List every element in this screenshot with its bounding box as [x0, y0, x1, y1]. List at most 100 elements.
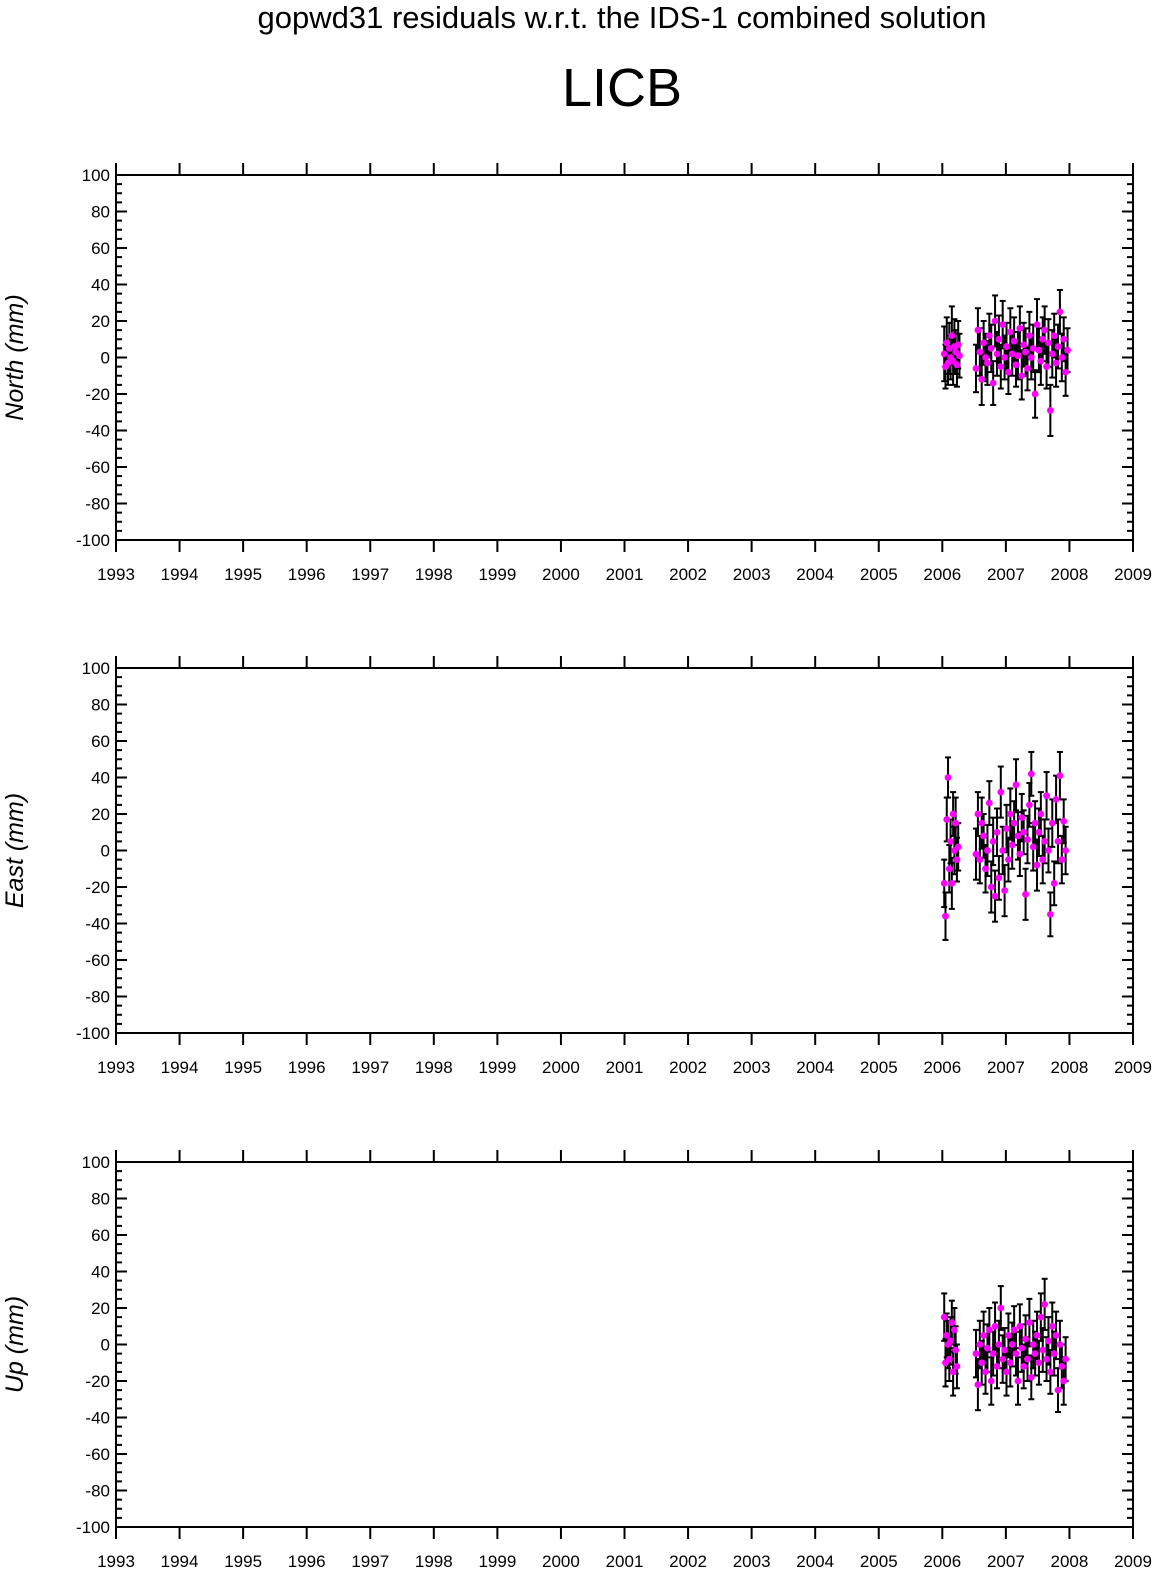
x-tick-label: 1993 — [97, 565, 135, 584]
data-point — [1045, 339, 1052, 347]
data-point — [999, 321, 1007, 329]
data-point — [982, 354, 989, 361]
x-tick-label: 1997 — [351, 1552, 389, 1571]
x-tick-label: 2007 — [987, 1552, 1025, 1571]
data-point — [1043, 363, 1050, 371]
data-point — [997, 1304, 1005, 1312]
x-tick-label: 1996 — [288, 1058, 326, 1077]
data-point — [1046, 1368, 1054, 1376]
data-point — [949, 1368, 957, 1376]
data-point — [1062, 847, 1070, 854]
x-tick-label: 2009 — [1114, 565, 1152, 584]
data-point — [1024, 836, 1031, 843]
data-point — [1041, 837, 1049, 845]
data-point — [947, 1337, 954, 1345]
x-tick-label: 1999 — [478, 565, 516, 584]
y-tick-label: 40 — [91, 276, 110, 295]
data-point — [1006, 328, 1014, 336]
data-point — [1029, 1341, 1037, 1348]
y-tick-label: -100 — [76, 531, 110, 550]
data-point — [989, 379, 997, 387]
y-tick-label: -100 — [76, 1024, 110, 1043]
data-point — [984, 847, 991, 854]
x-tick-label: 1998 — [415, 1552, 453, 1571]
data-point — [987, 344, 995, 352]
data-point — [1041, 326, 1049, 334]
data-point — [1025, 332, 1033, 339]
data-point — [1052, 796, 1060, 803]
data-point — [1012, 1350, 1020, 1358]
data-point — [991, 892, 999, 900]
data-point — [993, 350, 1001, 358]
y-tick-label: -80 — [85, 988, 110, 1007]
data-point — [984, 359, 991, 367]
data-point — [1058, 856, 1066, 864]
data-point — [1001, 1346, 1009, 1354]
data-point — [1062, 1355, 1070, 1363]
x-tick-label: 2002 — [669, 1058, 707, 1077]
data-point — [1018, 814, 1026, 822]
data-point — [1027, 1373, 1035, 1381]
data-point — [976, 856, 984, 864]
data-point — [1050, 1350, 1058, 1358]
data-point — [1035, 346, 1043, 354]
data-point — [1018, 1344, 1026, 1352]
data-point — [1010, 337, 1018, 345]
y-tick-label: -20 — [85, 1372, 110, 1391]
data-point — [953, 856, 961, 864]
data-point — [940, 1313, 948, 1321]
data-point — [1020, 1363, 1028, 1370]
data-point — [991, 317, 999, 325]
x-tick-label: 1996 — [288, 565, 326, 584]
y-tick-label: -60 — [85, 1445, 110, 1464]
x-tick-label: 2003 — [733, 1058, 771, 1077]
data-point — [1012, 361, 1020, 369]
up-panel: 100 80 60 40 20 0 -20 -40 -60 -80 -100 1993 1994 1995… — [1, 1150, 1152, 1571]
data-point — [999, 847, 1007, 854]
x-tick-label: 1994 — [161, 1058, 199, 1077]
x-tick-label: 2000 — [542, 1058, 580, 1077]
data-point — [985, 1326, 993, 1334]
x-tick-label: 1999 — [478, 1058, 516, 1077]
north-axis-label: North (mm) — [1, 294, 29, 420]
y-tick-label: 80 — [91, 203, 110, 222]
data-point — [1039, 856, 1047, 864]
data-point — [944, 774, 952, 781]
east-axis-label: East (mm) — [1, 793, 29, 908]
x-tick-label: 2000 — [542, 1552, 580, 1571]
data-point — [1027, 354, 1035, 361]
east-panel: 100 80 60 40 20 0 -20 -40 -60 -80 -100 1993 1994 1995… — [1, 656, 1152, 1077]
data-point — [1024, 1355, 1031, 1363]
data-point — [1045, 847, 1052, 854]
data-point — [1031, 1350, 1039, 1358]
data-point — [1029, 843, 1037, 851]
y-tick-label: -40 — [85, 422, 110, 441]
data-point — [1014, 1377, 1022, 1385]
x-tick-label: 1998 — [415, 565, 453, 584]
data-point — [1058, 354, 1066, 361]
data-point — [1046, 407, 1054, 414]
chart-title: gopwd31 residuals w.r.t. the IDS-1 combi… — [257, 0, 987, 35]
x-tick-label: 1994 — [161, 565, 199, 584]
x-tick-label: 1997 — [351, 565, 389, 584]
x-tick-label: 2001 — [606, 1552, 644, 1571]
data-point — [982, 1368, 989, 1376]
data-point — [953, 1363, 961, 1370]
x-tick-label: 2001 — [606, 565, 644, 584]
data-point — [1056, 772, 1064, 780]
data-point — [1022, 1335, 1029, 1343]
y-tick-label: -60 — [85, 458, 110, 477]
x-tick-label: 1994 — [161, 1552, 199, 1571]
data-point — [1046, 910, 1054, 918]
y-tick-label: -60 — [85, 951, 110, 970]
data-point — [1043, 792, 1050, 800]
x-tick-label: 2007 — [987, 565, 1025, 584]
data-point — [954, 843, 962, 851]
y-tick-label: -100 — [76, 1518, 110, 1537]
data-point — [1016, 850, 1024, 858]
data-point — [1016, 1322, 1024, 1330]
y-tick-label: -20 — [85, 878, 110, 897]
data-point — [1060, 335, 1068, 343]
x-tick-label: 2005 — [860, 565, 898, 584]
x-tick-label: 2005 — [860, 1552, 898, 1571]
